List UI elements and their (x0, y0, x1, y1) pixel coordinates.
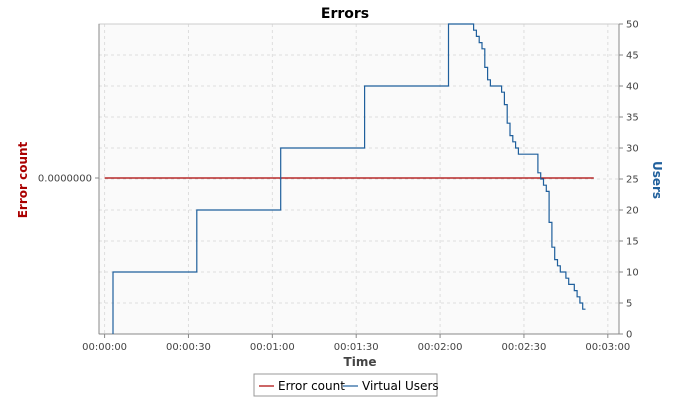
left-y-tick-label: 0.0000000 (38, 174, 92, 185)
x-axis-ticks: 00:00:00 00:00:30 00:01:00 00:01:30 00:02:00… (82, 334, 630, 353)
right-y-tick-label: 20 (626, 206, 639, 217)
right-y-tick-label: 15 (626, 237, 639, 248)
x-axis-title: Time (344, 355, 377, 369)
right-y-tick-label: 30 (626, 144, 639, 155)
chart-title: Errors (321, 6, 369, 22)
legend-label-error-count: Error count (278, 379, 345, 393)
legend-box (253, 373, 438, 397)
right-y-axis-title: Users (650, 161, 664, 199)
right-y-tick-label: 40 (626, 82, 639, 93)
right-y-axis-ticks: 0 5 10 15 20 25 30 35 40 45 50 (619, 20, 639, 341)
left-y-axis-title: Error count (16, 141, 30, 218)
right-y-tick-label: 5 (626, 299, 632, 310)
right-y-tick-label: 45 (626, 51, 639, 62)
right-y-tick-label: 10 (626, 268, 639, 279)
right-y-tick-label: 0 (626, 330, 632, 341)
x-tick-label: 00:00:30 (166, 342, 211, 353)
x-tick-label: 00:01:00 (250, 342, 295, 353)
x-tick-label: 00:03:00 (585, 342, 630, 353)
legend-label-virtual-users: Virtual Users (362, 379, 439, 393)
legend: Error count Virtual Users (253, 373, 439, 397)
right-y-tick-label: 25 (626, 175, 639, 186)
x-tick-label: 00:01:30 (334, 342, 379, 353)
x-tick-label: 00:02:00 (418, 342, 463, 353)
right-y-tick-label: 35 (626, 113, 639, 124)
grid-lines (99, 23, 619, 334)
x-tick-label: 00:00:00 (82, 342, 127, 353)
series-line-virtual-users (112, 23, 586, 334)
left-y-axis-ticks: 0.0000000 (38, 174, 99, 185)
right-y-tick-label: 50 (626, 20, 639, 31)
series-lines (104, 23, 594, 334)
x-tick-label: 00:02:30 (501, 342, 546, 353)
